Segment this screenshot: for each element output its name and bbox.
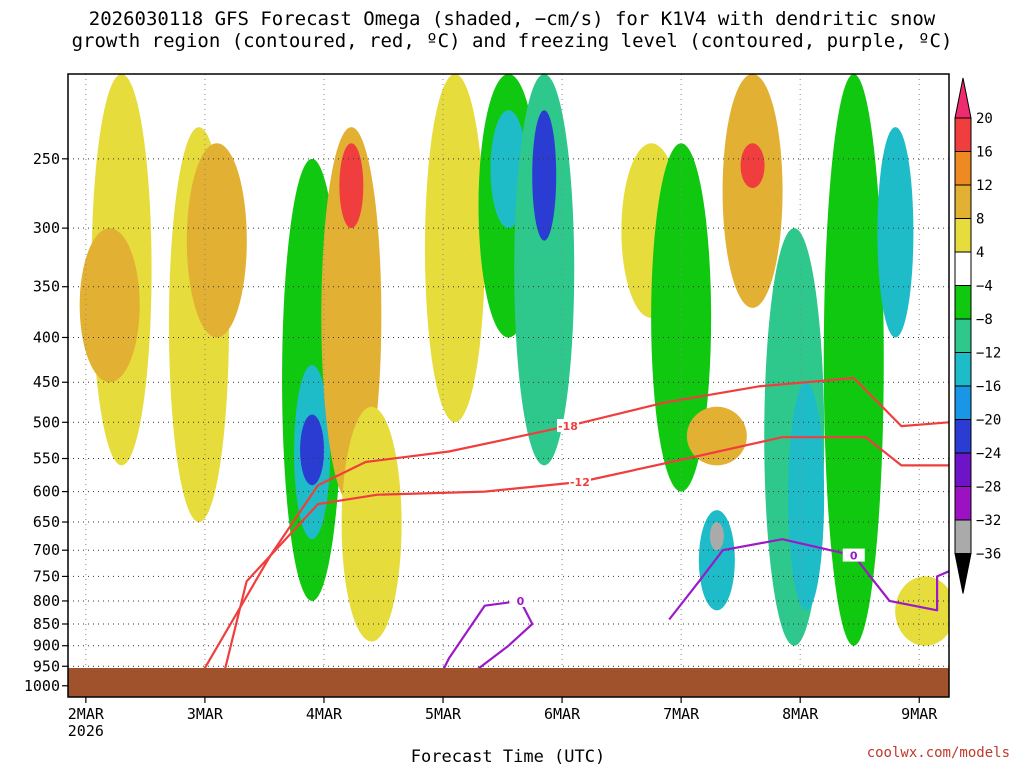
x-tick-label: 6MAR xyxy=(544,705,581,723)
colorbar-swatch xyxy=(954,352,972,387)
colorbar-top-arrow xyxy=(954,77,972,119)
colorbar-swatch xyxy=(954,251,972,286)
title-line-1: 2026030118 GFS Forecast Omega (shaded, −… xyxy=(88,8,936,30)
x-tick-label: 4MAR xyxy=(306,705,343,723)
colorbar-label: 8 xyxy=(976,212,984,228)
dgz-contour-label: -18 xyxy=(558,420,578,433)
plot-area: -18 -12 0 0 xyxy=(68,74,949,697)
colorbar-label: 16 xyxy=(976,145,993,161)
y-tick-label: 700 xyxy=(33,541,60,559)
omega-cell xyxy=(823,74,884,646)
omega-cell xyxy=(651,143,712,492)
omega-cell xyxy=(698,510,735,611)
y-tick-label: 400 xyxy=(33,328,60,346)
plot-frame xyxy=(67,73,950,698)
colorbar-swatch xyxy=(954,486,972,521)
y-tick-label: 650 xyxy=(33,513,60,531)
colorbar-label: 4 xyxy=(976,245,984,261)
y-tick-label: 1000 xyxy=(24,677,60,695)
dgz-contour-label-bg xyxy=(568,474,591,488)
colorbar-swatch xyxy=(954,218,972,253)
colorbar-swatch xyxy=(954,184,972,219)
omega-cell xyxy=(709,522,724,551)
dgz-contour-label-bg xyxy=(557,419,580,433)
freezing-contour-label: 0 xyxy=(850,550,858,563)
y-tick-label: 850 xyxy=(33,615,60,633)
omega-shading xyxy=(79,74,949,646)
colorbar-label: −36 xyxy=(976,547,1001,563)
omega-cell xyxy=(686,406,747,466)
colorbar-label: −28 xyxy=(976,480,1001,496)
omega-cell xyxy=(79,228,140,383)
colorbar-label: 12 xyxy=(976,178,993,194)
colorbar-swatch xyxy=(954,318,972,353)
credit-text: coolwx.com/models xyxy=(867,745,1010,761)
x-tick-sublabel: 2026 xyxy=(68,722,104,740)
x-tick-label: 7MAR xyxy=(663,705,700,723)
contours: -18 -12 0 0 xyxy=(198,376,949,683)
y-tick-label: 600 xyxy=(33,483,60,501)
omega-cell xyxy=(740,143,765,189)
x-tick-label: 3MAR xyxy=(187,705,224,723)
x-tick-label: 9MAR xyxy=(901,705,938,723)
omega-cell xyxy=(514,74,575,466)
colorbar-label: −12 xyxy=(976,346,1001,362)
chart-title: 2026030118 GFS Forecast Omega (shaded, −… xyxy=(0,8,1024,52)
y-tick-label: 750 xyxy=(33,567,60,585)
y-tick-label: 300 xyxy=(33,219,60,237)
x-tick-label: 8MAR xyxy=(782,705,819,723)
y-tick-label: 800 xyxy=(33,592,60,610)
colorbar-swatch xyxy=(954,117,972,152)
omega-cell xyxy=(424,74,485,423)
colorbar-label: −24 xyxy=(976,446,1001,462)
freezing-contour-label-bg xyxy=(842,548,865,562)
terrain-ground xyxy=(68,668,949,697)
omega-cell xyxy=(300,414,325,486)
omega-cell xyxy=(341,406,402,642)
y-tick-label: 500 xyxy=(33,413,60,431)
omega-cell xyxy=(186,143,247,338)
omega-cell xyxy=(339,143,364,229)
y-axis-ticks: 250 300 350 400 450 500 550 600 650 700 750 800 850 9… xyxy=(24,150,68,695)
freezing-contour-label: 0 xyxy=(517,595,525,608)
omega-cell xyxy=(532,110,557,241)
y-tick-label: 450 xyxy=(33,373,60,391)
x-tick-label: 2MAR xyxy=(68,705,105,723)
y-tick-label: 250 xyxy=(33,150,60,168)
colorbar: 20 16 12 8 4 −4 −8 −12 −16 −20 −24 −28 −32 −36 xyxy=(954,77,1001,594)
y-tick-label: 350 xyxy=(33,278,60,296)
omega-cell xyxy=(788,382,825,611)
freezing-contour-label-bg xyxy=(509,593,532,607)
colorbar-swatch xyxy=(954,519,972,554)
colorbar-label: −32 xyxy=(976,513,1001,529)
omega-cell xyxy=(895,576,949,646)
colorbar-label: −20 xyxy=(976,413,1001,429)
title-line-2: growth region (contoured, red, ºC) and f… xyxy=(71,30,953,52)
colorbar-swatch xyxy=(954,151,972,186)
colorbar-label: −8 xyxy=(976,312,993,328)
colorbar-swatch xyxy=(954,419,972,454)
y-tick-label: 900 xyxy=(33,637,60,655)
y-tick-label: 550 xyxy=(33,450,60,468)
colorbar-bottom-arrow xyxy=(954,553,972,594)
dgz-contour-label: -12 xyxy=(570,476,590,489)
colorbar-swatch xyxy=(954,385,972,420)
colorbar-swatch xyxy=(954,285,972,320)
colorbar-label: −4 xyxy=(976,279,993,295)
y-tick-label: 950 xyxy=(33,657,60,675)
colorbar-label: 20 xyxy=(976,111,993,127)
x-axis-label: Forecast Time (UTC) xyxy=(411,747,605,767)
colorbar-swatch xyxy=(954,452,972,487)
x-tick-label: 5MAR xyxy=(425,705,462,723)
omega-cell xyxy=(722,74,783,308)
colorbar-label: −16 xyxy=(976,379,1001,395)
omega-cell xyxy=(877,127,914,338)
